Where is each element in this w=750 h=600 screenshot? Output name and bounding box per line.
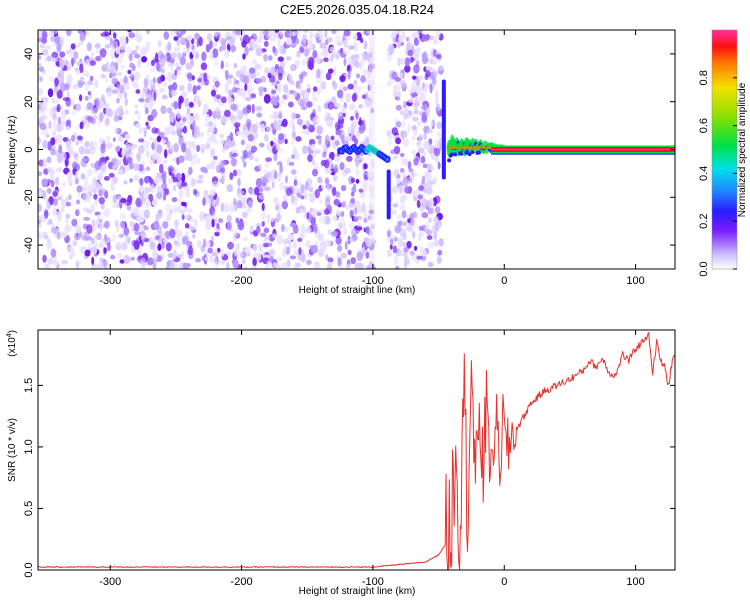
spectrogram-xtick-label: -200	[231, 275, 253, 287]
snr-series-line	[38, 332, 675, 570]
snr-xtick-label: -300	[99, 576, 121, 588]
snr-ylabel: SNR (10 * v/v)	[7, 418, 18, 482]
spectrogram-ytick-label: -40	[23, 237, 35, 253]
colorbar-tick-label: 0.2	[698, 214, 710, 229]
colorbar-frame	[711, 29, 738, 270]
spectrogram-signal-trace	[337, 144, 391, 220]
spectrogram-carrier	[491, 145, 675, 155]
snr-xtick-label: -200	[231, 576, 253, 588]
spectrogram-transition-cluster	[441, 79, 506, 180]
spectrogram-ytick-label: 20	[23, 96, 35, 108]
colorbar-gradient	[712, 30, 737, 269]
spectrogram-xtick-label: -100	[362, 275, 384, 287]
snr-ytick-label: 1.0	[23, 439, 35, 454]
snr-ytick-label: 0.5	[23, 501, 35, 516]
snr-scale-label: (x104)	[6, 330, 18, 357]
spectrogram-ytick-label: 40	[23, 48, 35, 60]
spectrogram-ytick-label: 0	[23, 146, 35, 152]
snr-panel: -300 -200 -100 0 100 0.0 0.5 1.0 1.5 Height of …	[6, 329, 676, 597]
colorbar-tick-label: 0.0	[698, 261, 710, 276]
snr-ytick-label: 0.0	[23, 562, 35, 577]
snr-ytick-label: 1.5	[23, 378, 35, 393]
snr-plot-area	[38, 330, 675, 570]
colorbar-tick-label: 0.6	[698, 118, 710, 133]
snr-scale-exponent: 4	[6, 333, 13, 337]
spectrogram-xtick-label: 0	[501, 275, 507, 287]
snr-scale-prefix: (x10	[7, 337, 18, 357]
snr-xtick-label: 100	[626, 576, 644, 588]
colorbar-label: Normalized spectral amplitude	[737, 82, 748, 217]
colorbar-tick-label: 0.8	[698, 70, 710, 85]
svg-text:(x104): (x104)	[6, 330, 18, 357]
chart-title: C2E5.2026.035.04.18.R24	[280, 2, 434, 17]
colorbar-tick-label: 0.4	[698, 166, 710, 181]
snr-xlabel: Height of straight line (km)	[299, 586, 416, 597]
spectrogram-xtick-label: -300	[99, 275, 121, 287]
spectrogram-xtick-label: 100	[626, 275, 644, 287]
snr-xtick-label: 0	[501, 576, 507, 588]
spectrogram-ylabel: Frequency (Hz)	[7, 116, 18, 185]
colorbar: 0.0 0.2 0.4 0.6 0.8 Normalized spectral ampl…	[698, 29, 748, 277]
snr-scale-suffix: )	[7, 330, 18, 333]
snr-xtick-label: -100	[362, 576, 384, 588]
snr-frame	[37, 329, 676, 571]
spectrogram-noise	[38, 30, 444, 269]
spectrogram-xlabel: Height of straight line (km)	[299, 285, 416, 296]
spectrogram-ytick-label: -20	[23, 189, 35, 205]
